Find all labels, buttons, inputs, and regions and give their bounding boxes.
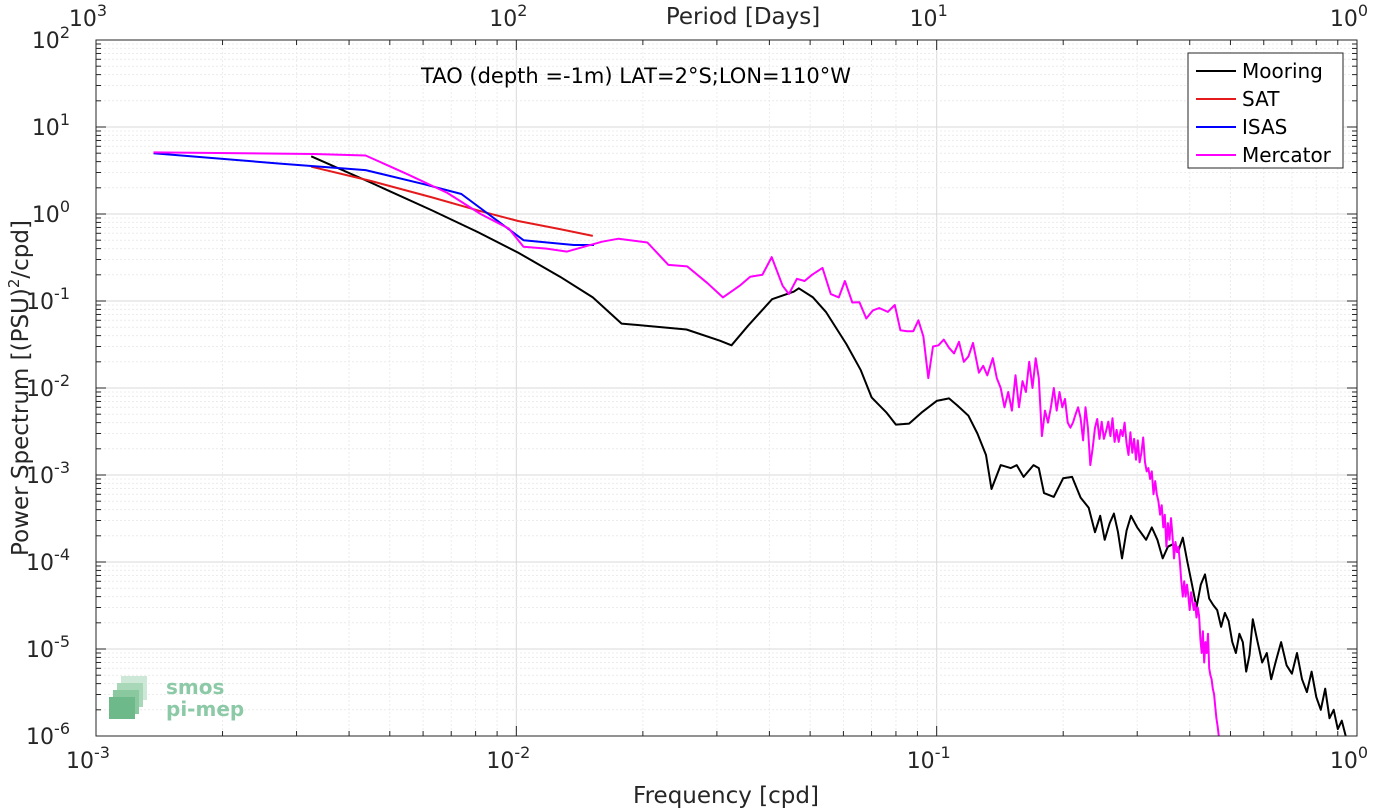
legend-label-mooring: Mooring xyxy=(1242,59,1323,83)
series-line-sat xyxy=(310,165,594,237)
y-tick-label: 10-6 xyxy=(26,719,70,750)
legend: Mooring SAT ISAS Mercator xyxy=(1187,52,1344,169)
top-tick-label: 101 xyxy=(910,1,948,32)
series-line-mercator xyxy=(153,151,1220,736)
legend-label-sat: SAT xyxy=(1242,87,1280,111)
axis-ticks xyxy=(95,40,1357,737)
y-tick-label: 10-5 xyxy=(26,632,70,663)
y-tick-label: 10-1 xyxy=(26,284,70,315)
x-tick-label: 10-1 xyxy=(907,743,951,774)
x-tick-label: 10-3 xyxy=(66,743,110,774)
top-axis-label: Period [Days] xyxy=(666,4,820,30)
top-tick-label: 100 xyxy=(1330,1,1368,32)
y-tick-label: 10-4 xyxy=(26,545,70,576)
x-tick-label: 100 xyxy=(1330,743,1368,774)
series-line-isas xyxy=(153,152,594,246)
x-axis-label: Frequency [cpd] xyxy=(633,783,819,809)
y-tick-label: 101 xyxy=(32,110,70,141)
chart-title: TAO (depth =-1m) LAT=2°S;LON=110°W xyxy=(420,64,851,88)
legend-box xyxy=(1187,52,1344,169)
smos-pimep-logo: smos pi-mep xyxy=(109,675,244,721)
series-line-mooring xyxy=(310,155,1347,736)
legend-label-mercator: Mercator xyxy=(1242,143,1332,167)
top-tick-label: 103 xyxy=(69,1,107,32)
svg-text:pi-mep: pi-mep xyxy=(166,697,244,721)
y-tick-label: 100 xyxy=(32,197,70,228)
y-tick-label: 102 xyxy=(32,23,70,54)
plot-area-box xyxy=(95,39,1358,737)
y-axis-label: Power Spectrum [(PSU)2/cpd] xyxy=(5,220,34,556)
legend-label-isas: ISAS xyxy=(1242,115,1287,139)
svg-text:smos: smos xyxy=(166,675,224,699)
series-lines xyxy=(153,151,1347,736)
top-tick-label: 102 xyxy=(489,1,527,32)
y-tick-label: 10-3 xyxy=(26,458,70,489)
y-tick-label: 10-2 xyxy=(26,371,70,402)
x-tick-label: 10-2 xyxy=(486,743,530,774)
